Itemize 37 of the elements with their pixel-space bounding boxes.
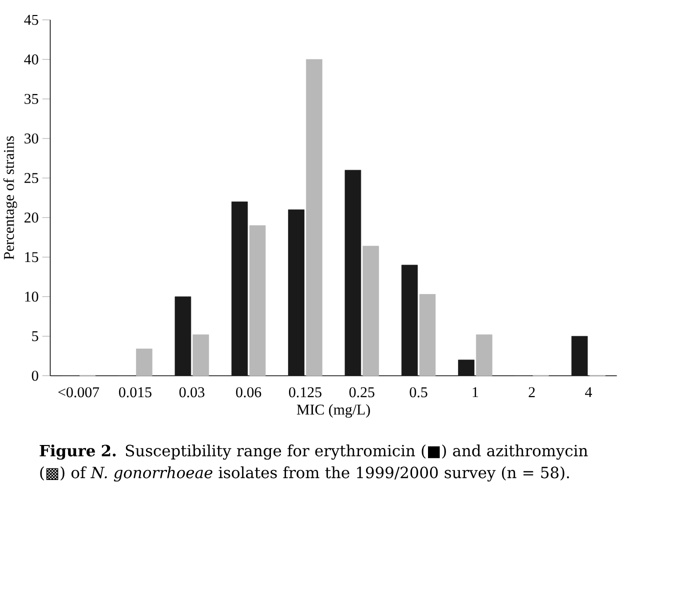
y-tick-label: 15 (25, 252, 38, 262)
bar (192, 334, 209, 376)
x-tick-label: 0.06 (236, 387, 262, 398)
y-axis-title: Percentage of strains (3, 136, 18, 260)
bar (419, 294, 436, 376)
y-tick-label: 40 (24, 54, 38, 64)
y-tick-label: 10 (25, 291, 38, 302)
bar (401, 264, 418, 376)
bar (306, 59, 322, 376)
bar (231, 201, 248, 376)
x-tick-label: 0.015 (119, 387, 152, 398)
x-tick-label: 4 (585, 387, 592, 397)
x-tick-label: 2 (528, 387, 535, 397)
y-tick-label: 45 (24, 14, 38, 25)
x-tick-label: 0.03 (179, 387, 204, 398)
x-tick-label: <0.007 (58, 387, 100, 398)
x-tick-label: 1 (472, 387, 478, 397)
y-tick-label: 30 (24, 133, 38, 144)
text: Figure 2. Susceptibility range for erythromicin (■) and azithromycin (▩) of N. gonorrhoeae isolates from the 1999/2000 survey (n = 58). (40, 444, 588, 482)
x-tick-label: 0.125 (288, 387, 322, 398)
y-tick-label: 5 (32, 331, 38, 341)
y-tick-label: 35 (24, 94, 38, 104)
y-tick-label: 20 (24, 212, 38, 222)
bar (458, 360, 474, 376)
x-tick-label: 0.25 (349, 387, 374, 398)
y-tick-label: 0 (32, 370, 38, 381)
bar (571, 336, 588, 376)
bar (174, 296, 192, 376)
bar (136, 348, 152, 376)
bar (288, 209, 304, 376)
y-tick-label: 25 (24, 172, 38, 183)
x-axis-title: MIC (mg/L) (296, 404, 370, 418)
bar (344, 170, 362, 376)
bar (362, 246, 379, 376)
bar (476, 334, 492, 376)
x-tick-label: 0.5 (410, 387, 428, 398)
bar (249, 225, 266, 376)
